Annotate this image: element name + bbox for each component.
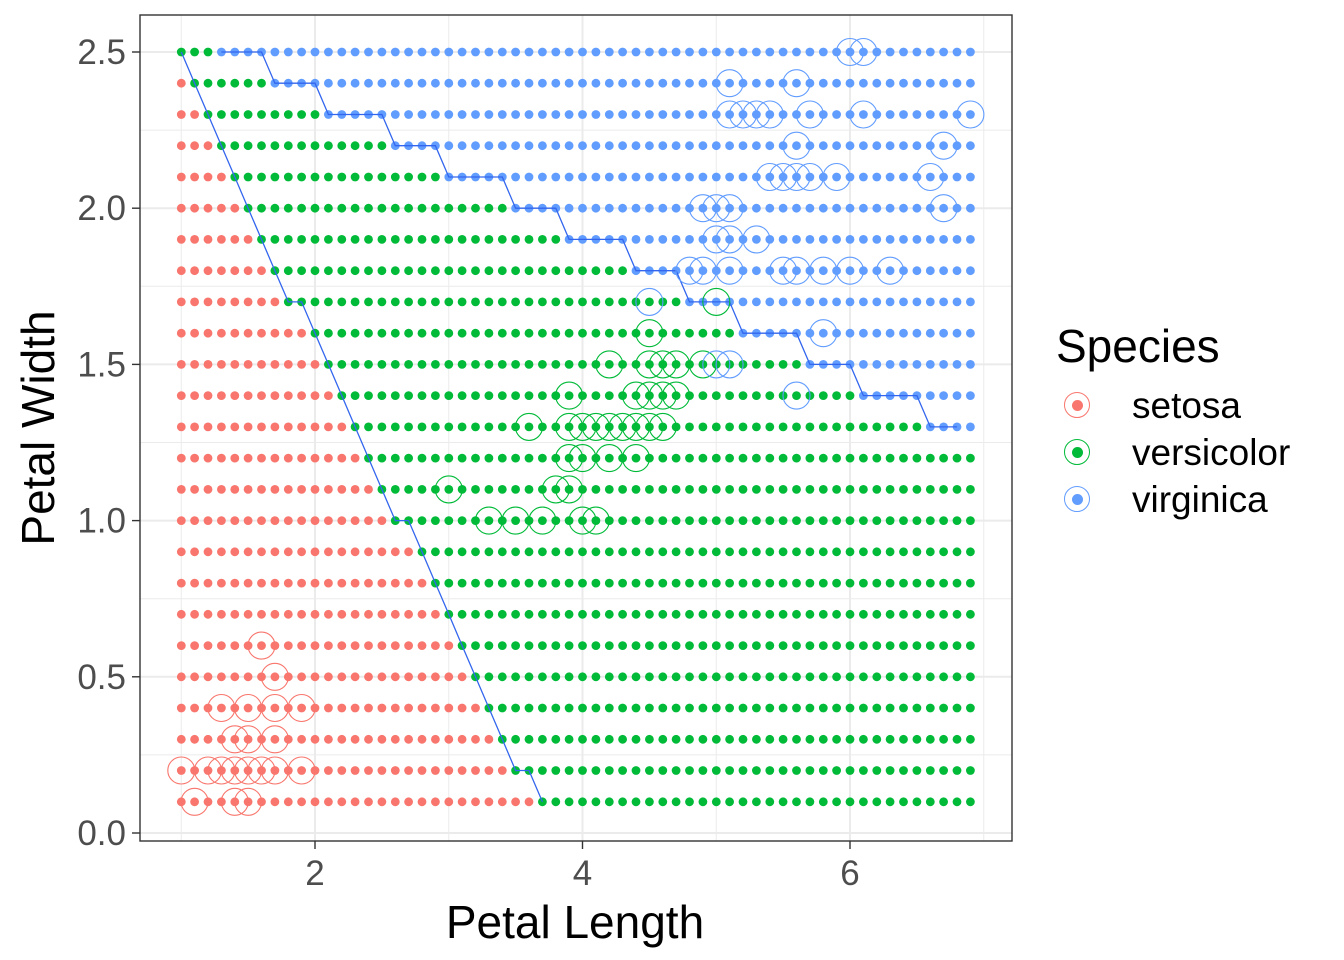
y-tick-label: 1.5 [77,345,126,384]
legend-item-setosa: setosa [1056,382,1290,429]
observed-points [167,37,985,816]
y-tick-label: 0.0 [77,814,126,853]
y-axis-ticks: 0.0 0.5 1.0 1.5 2.0 2.5 [77,33,140,853]
legend-item-virginica: virginica [1056,476,1290,523]
decision-boundary-line [180,51,957,803]
legend-label: virginica [1132,478,1268,520]
x-tick-label: 2 [305,854,324,893]
legend-key-icon [1060,388,1096,424]
legend-item-versicolor: versicolor [1056,429,1290,476]
panel-border [139,14,1013,842]
x-axis-title: Petal Length [446,896,704,948]
legend-label: versicolor [1132,431,1291,473]
legend-key-icon [1060,435,1096,471]
legend-title: Species [1056,320,1220,372]
legend: Species setosa versicolor virginica [1056,318,1290,523]
y-tick-label: 2.0 [77,189,126,228]
y-tick-label: 0.5 [77,658,126,697]
y-tick-label: 2.5 [77,33,126,72]
y-axis-title: Petal Width [12,310,64,545]
y-tick-label: 1.0 [77,502,126,541]
x-tick-label: 4 [573,854,592,893]
x-tick-label: 6 [840,854,859,893]
x-axis-ticks: 2 4 6 [305,841,860,893]
legend-label: setosa [1132,384,1242,426]
legend-key-icon [1060,482,1096,518]
